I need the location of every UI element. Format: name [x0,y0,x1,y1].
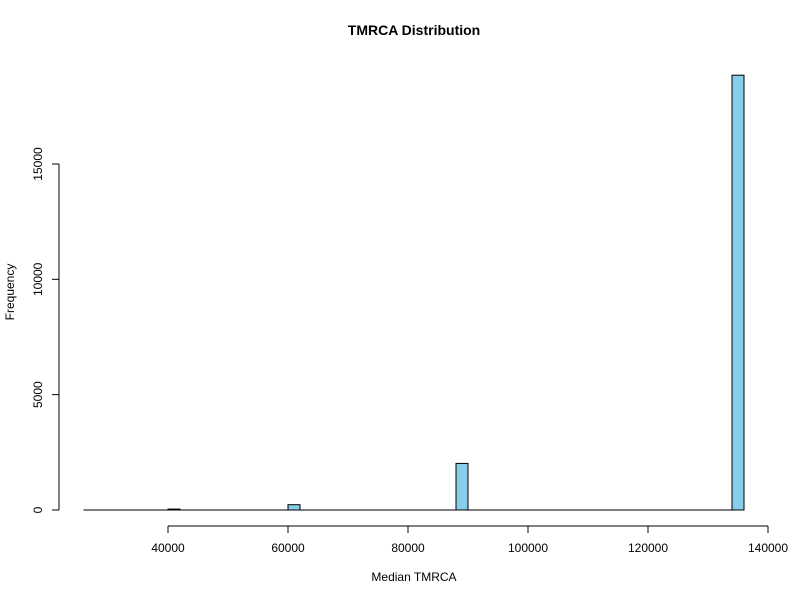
y-tick-label: 10000 [31,262,45,296]
y-tick-label: 5000 [31,381,45,408]
x-tick-label: 100000 [508,541,548,555]
x-axis: 40000 60000 80000 100000 120000 140000 [151,525,788,555]
x-tick-label: 120000 [628,541,668,555]
x-tick-label: 60000 [271,541,305,555]
x-axis-label: Median TMRCA [371,570,456,584]
y-axis-label: Frequency [3,264,17,321]
bars-group [83,74,745,511]
y-tick-label: 15000 [31,147,45,181]
y-axis: 0 5000 10000 15000 [31,147,60,513]
y-tick-label: 0 [31,506,45,513]
x-tick-label: 40000 [151,541,185,555]
chart-title: TMRCA Distribution [348,22,480,38]
histogram-bar [455,462,469,511]
histogram-bar [731,74,745,511]
histogram-bar [287,504,301,511]
x-tick-label: 140000 [748,541,788,555]
x-tick-label: 80000 [391,541,425,555]
